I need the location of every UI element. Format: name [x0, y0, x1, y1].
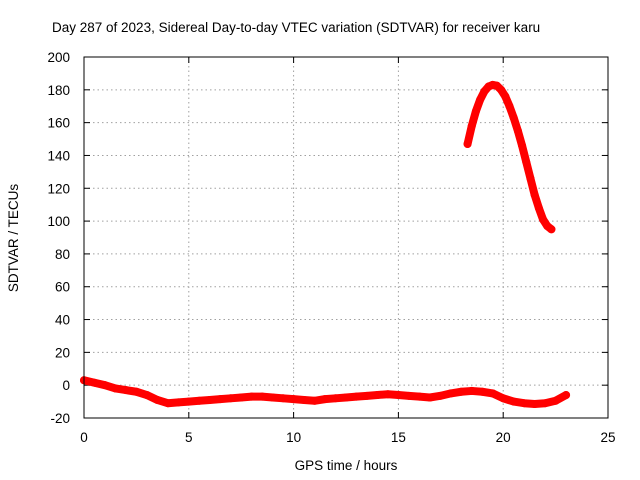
- data-point: [415, 392, 424, 401]
- data-point: [142, 391, 151, 400]
- plot-frame: [83, 56, 609, 419]
- data-point: [373, 391, 382, 400]
- data-point: [467, 386, 476, 395]
- y-tick-label: 40: [55, 313, 70, 328]
- data-point: [509, 113, 518, 122]
- data-point: [216, 395, 225, 404]
- data-point: [174, 398, 183, 407]
- data-point: [289, 395, 298, 404]
- data-point: [539, 215, 548, 224]
- data-point: [111, 384, 120, 393]
- x-tick-label: 20: [496, 430, 511, 445]
- x-tick-label: 5: [185, 430, 193, 445]
- data-point: [530, 400, 539, 409]
- data-point: [268, 393, 277, 402]
- y-tick-label: -20: [50, 411, 70, 426]
- data-point: [300, 395, 309, 404]
- data-point: [463, 139, 472, 148]
- y-tick-label: 120: [47, 181, 70, 196]
- data-point: [505, 102, 514, 111]
- data-point: [247, 392, 256, 401]
- y-tick-label: 0: [62, 378, 70, 393]
- data-point: [153, 395, 162, 404]
- x-tick-label: 15: [391, 430, 406, 445]
- data-point: [184, 397, 193, 406]
- data-point: [205, 395, 214, 404]
- data-point: [476, 95, 485, 104]
- data-point: [342, 393, 350, 402]
- data-point: [499, 394, 508, 403]
- y-tick-label: 140: [47, 148, 70, 163]
- data-point: [446, 389, 455, 398]
- y-tick-label: 160: [47, 116, 70, 131]
- data-point: [132, 387, 141, 396]
- data-point: [522, 158, 531, 167]
- data-point: [404, 391, 413, 400]
- data-point: [195, 396, 204, 405]
- data-point: [478, 387, 487, 396]
- data-point: [436, 391, 445, 400]
- data-point: [513, 126, 522, 135]
- data-point: [310, 396, 319, 405]
- data-point: [562, 391, 571, 400]
- data-point: [526, 174, 535, 183]
- chart-title: Day 287 of 2023, Sidereal Day-to-day VTE…: [52, 20, 540, 35]
- axis-ticks: 0 5 10 15 20 25 -20 0 20 40 60 80 100 120 140 160 180 200: [47, 50, 615, 445]
- data-point: [501, 92, 510, 101]
- data-point: [467, 121, 476, 130]
- plot-area: [80, 80, 571, 409]
- data-point: [541, 399, 550, 408]
- data-point: [497, 85, 506, 94]
- y-tick-label: 20: [55, 345, 70, 360]
- data-point: [90, 378, 99, 387]
- data-point: [258, 392, 267, 401]
- data-point: [163, 399, 172, 408]
- data-point: [352, 392, 361, 401]
- data-point: [520, 399, 529, 408]
- y-axis-label: SDTVAR / TECUs: [6, 184, 21, 293]
- gridlines: [84, 57, 608, 418]
- x-tick-label: 10: [286, 430, 301, 445]
- y-tick-label: 60: [55, 280, 70, 295]
- data-point: [394, 391, 403, 400]
- data-point: [551, 396, 560, 405]
- y-tick-label: 180: [47, 83, 70, 98]
- y-tick-label: 100: [47, 214, 70, 229]
- x-tick-label: 25: [600, 430, 615, 445]
- data-point: [457, 387, 466, 396]
- data-point: [509, 397, 518, 406]
- data-point: [530, 190, 539, 199]
- data-point: [471, 107, 480, 116]
- x-axis-label: GPS time / hours: [295, 458, 398, 473]
- data-point: [362, 391, 371, 400]
- data-point: [518, 141, 527, 150]
- data-point: [547, 225, 556, 234]
- data-point: [121, 386, 130, 395]
- x-tick-label: 0: [80, 430, 88, 445]
- y-tick-label: 200: [47, 50, 70, 65]
- data-point: [100, 381, 109, 390]
- data-point: [226, 394, 235, 403]
- data-point: [279, 394, 288, 403]
- data-point: [488, 389, 497, 398]
- data-point: [331, 394, 340, 403]
- data-point: [237, 393, 246, 402]
- data-point: [321, 395, 330, 404]
- data-point: [383, 390, 392, 399]
- data-point: [425, 393, 434, 402]
- data-point: [534, 203, 543, 212]
- y-tick-label: 80: [55, 247, 70, 262]
